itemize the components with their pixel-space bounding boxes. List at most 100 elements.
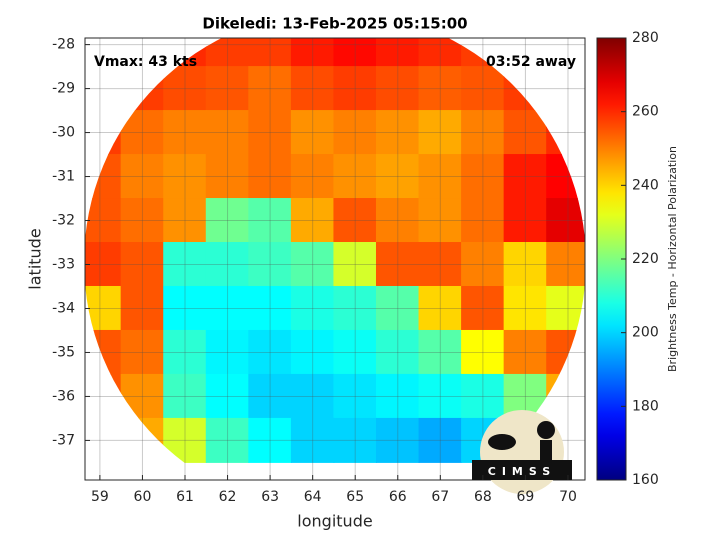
logo-tank — [537, 421, 555, 439]
cell — [290, 154, 335, 200]
colorbar-tick-label: 160 — [632, 472, 659, 488]
cell — [290, 198, 335, 244]
annotation: Vmax: 43 kts — [94, 54, 197, 70]
cell — [333, 417, 377, 463]
cell — [503, 110, 548, 156]
cell — [290, 329, 335, 375]
cell — [248, 285, 292, 331]
cell — [418, 154, 463, 200]
x-tick-label: 69 — [517, 489, 535, 505]
cell — [461, 373, 505, 419]
x-tick-label: 61 — [176, 489, 194, 505]
logo: CIMSS — [472, 410, 572, 494]
y-tick-label: -31 — [52, 169, 75, 185]
cell — [205, 198, 250, 244]
cell — [375, 110, 420, 156]
cell — [163, 242, 207, 287]
cell — [375, 198, 420, 244]
cell — [248, 198, 292, 244]
x-tick-label: 68 — [474, 489, 492, 505]
cell — [461, 285, 505, 331]
y-tick-label: -35 — [52, 344, 75, 360]
cell — [290, 242, 335, 287]
cell — [85, 198, 122, 244]
logo-text: CIMSS — [488, 465, 556, 478]
cell — [163, 285, 207, 331]
cell — [205, 66, 250, 112]
cell — [163, 110, 207, 156]
cell — [290, 417, 335, 463]
y-tick-label: -34 — [52, 300, 75, 316]
cell — [333, 110, 377, 156]
cell — [290, 66, 335, 112]
grid — [85, 38, 585, 480]
cell — [461, 110, 505, 156]
annotation: 03:52 away — [486, 54, 576, 70]
cell — [546, 198, 585, 244]
cell — [503, 242, 548, 287]
x-tick-label: 67 — [431, 489, 449, 505]
cell — [163, 66, 207, 112]
cell — [546, 242, 585, 287]
x-axis-label: longitude — [297, 512, 372, 531]
cell — [290, 38, 335, 68]
cell — [333, 154, 377, 200]
cell — [333, 285, 377, 331]
cell — [503, 285, 548, 331]
y-tick-label: -33 — [52, 256, 75, 272]
cell — [333, 329, 377, 375]
y-tick-label: -28 — [52, 37, 75, 53]
cell — [163, 373, 207, 419]
y-tick-label: -32 — [52, 213, 75, 229]
cell — [163, 154, 207, 200]
cell — [375, 242, 420, 287]
disk — [85, 38, 585, 463]
cell — [290, 373, 335, 419]
cell — [503, 154, 548, 200]
logo-band — [472, 460, 572, 480]
cell — [248, 110, 292, 156]
cell — [461, 198, 505, 244]
cell — [120, 154, 165, 200]
cell — [333, 198, 377, 244]
x-tick-label: 70 — [559, 489, 577, 505]
image — [85, 38, 585, 463]
cell — [418, 373, 463, 419]
y-axis-label: latitude — [26, 228, 45, 289]
x-tick-label: 65 — [346, 489, 364, 505]
cell — [205, 285, 250, 331]
x-tick-label: 62 — [219, 489, 237, 505]
cell — [418, 285, 463, 331]
cell — [163, 198, 207, 244]
cell — [205, 242, 250, 287]
cell — [205, 110, 250, 156]
y-tick-label: -37 — [52, 432, 75, 448]
cell — [375, 373, 420, 419]
colorbar-label: Brightness Temp - Horizontal Polarizatio… — [666, 146, 679, 372]
cell — [290, 110, 335, 156]
cell — [163, 329, 207, 375]
cell — [418, 329, 463, 375]
cell — [205, 373, 250, 419]
cell — [205, 329, 250, 375]
cell — [418, 38, 463, 68]
cell — [418, 110, 463, 156]
cell — [461, 329, 505, 375]
colorbar-tick-label: 220 — [632, 251, 659, 267]
cell — [461, 66, 505, 112]
cell — [120, 242, 165, 287]
cell — [333, 66, 377, 112]
cell — [375, 154, 420, 200]
cell — [503, 329, 548, 375]
colorbar-tick-label: 200 — [632, 325, 659, 341]
cell — [248, 154, 292, 200]
logo-dish — [488, 434, 516, 450]
cell — [248, 66, 292, 112]
y-tick-label: -29 — [52, 81, 75, 97]
cell — [333, 373, 377, 419]
cell — [205, 38, 250, 68]
cell — [418, 66, 463, 112]
logo-tower — [540, 440, 552, 462]
cell — [461, 154, 505, 200]
cell — [418, 242, 463, 287]
